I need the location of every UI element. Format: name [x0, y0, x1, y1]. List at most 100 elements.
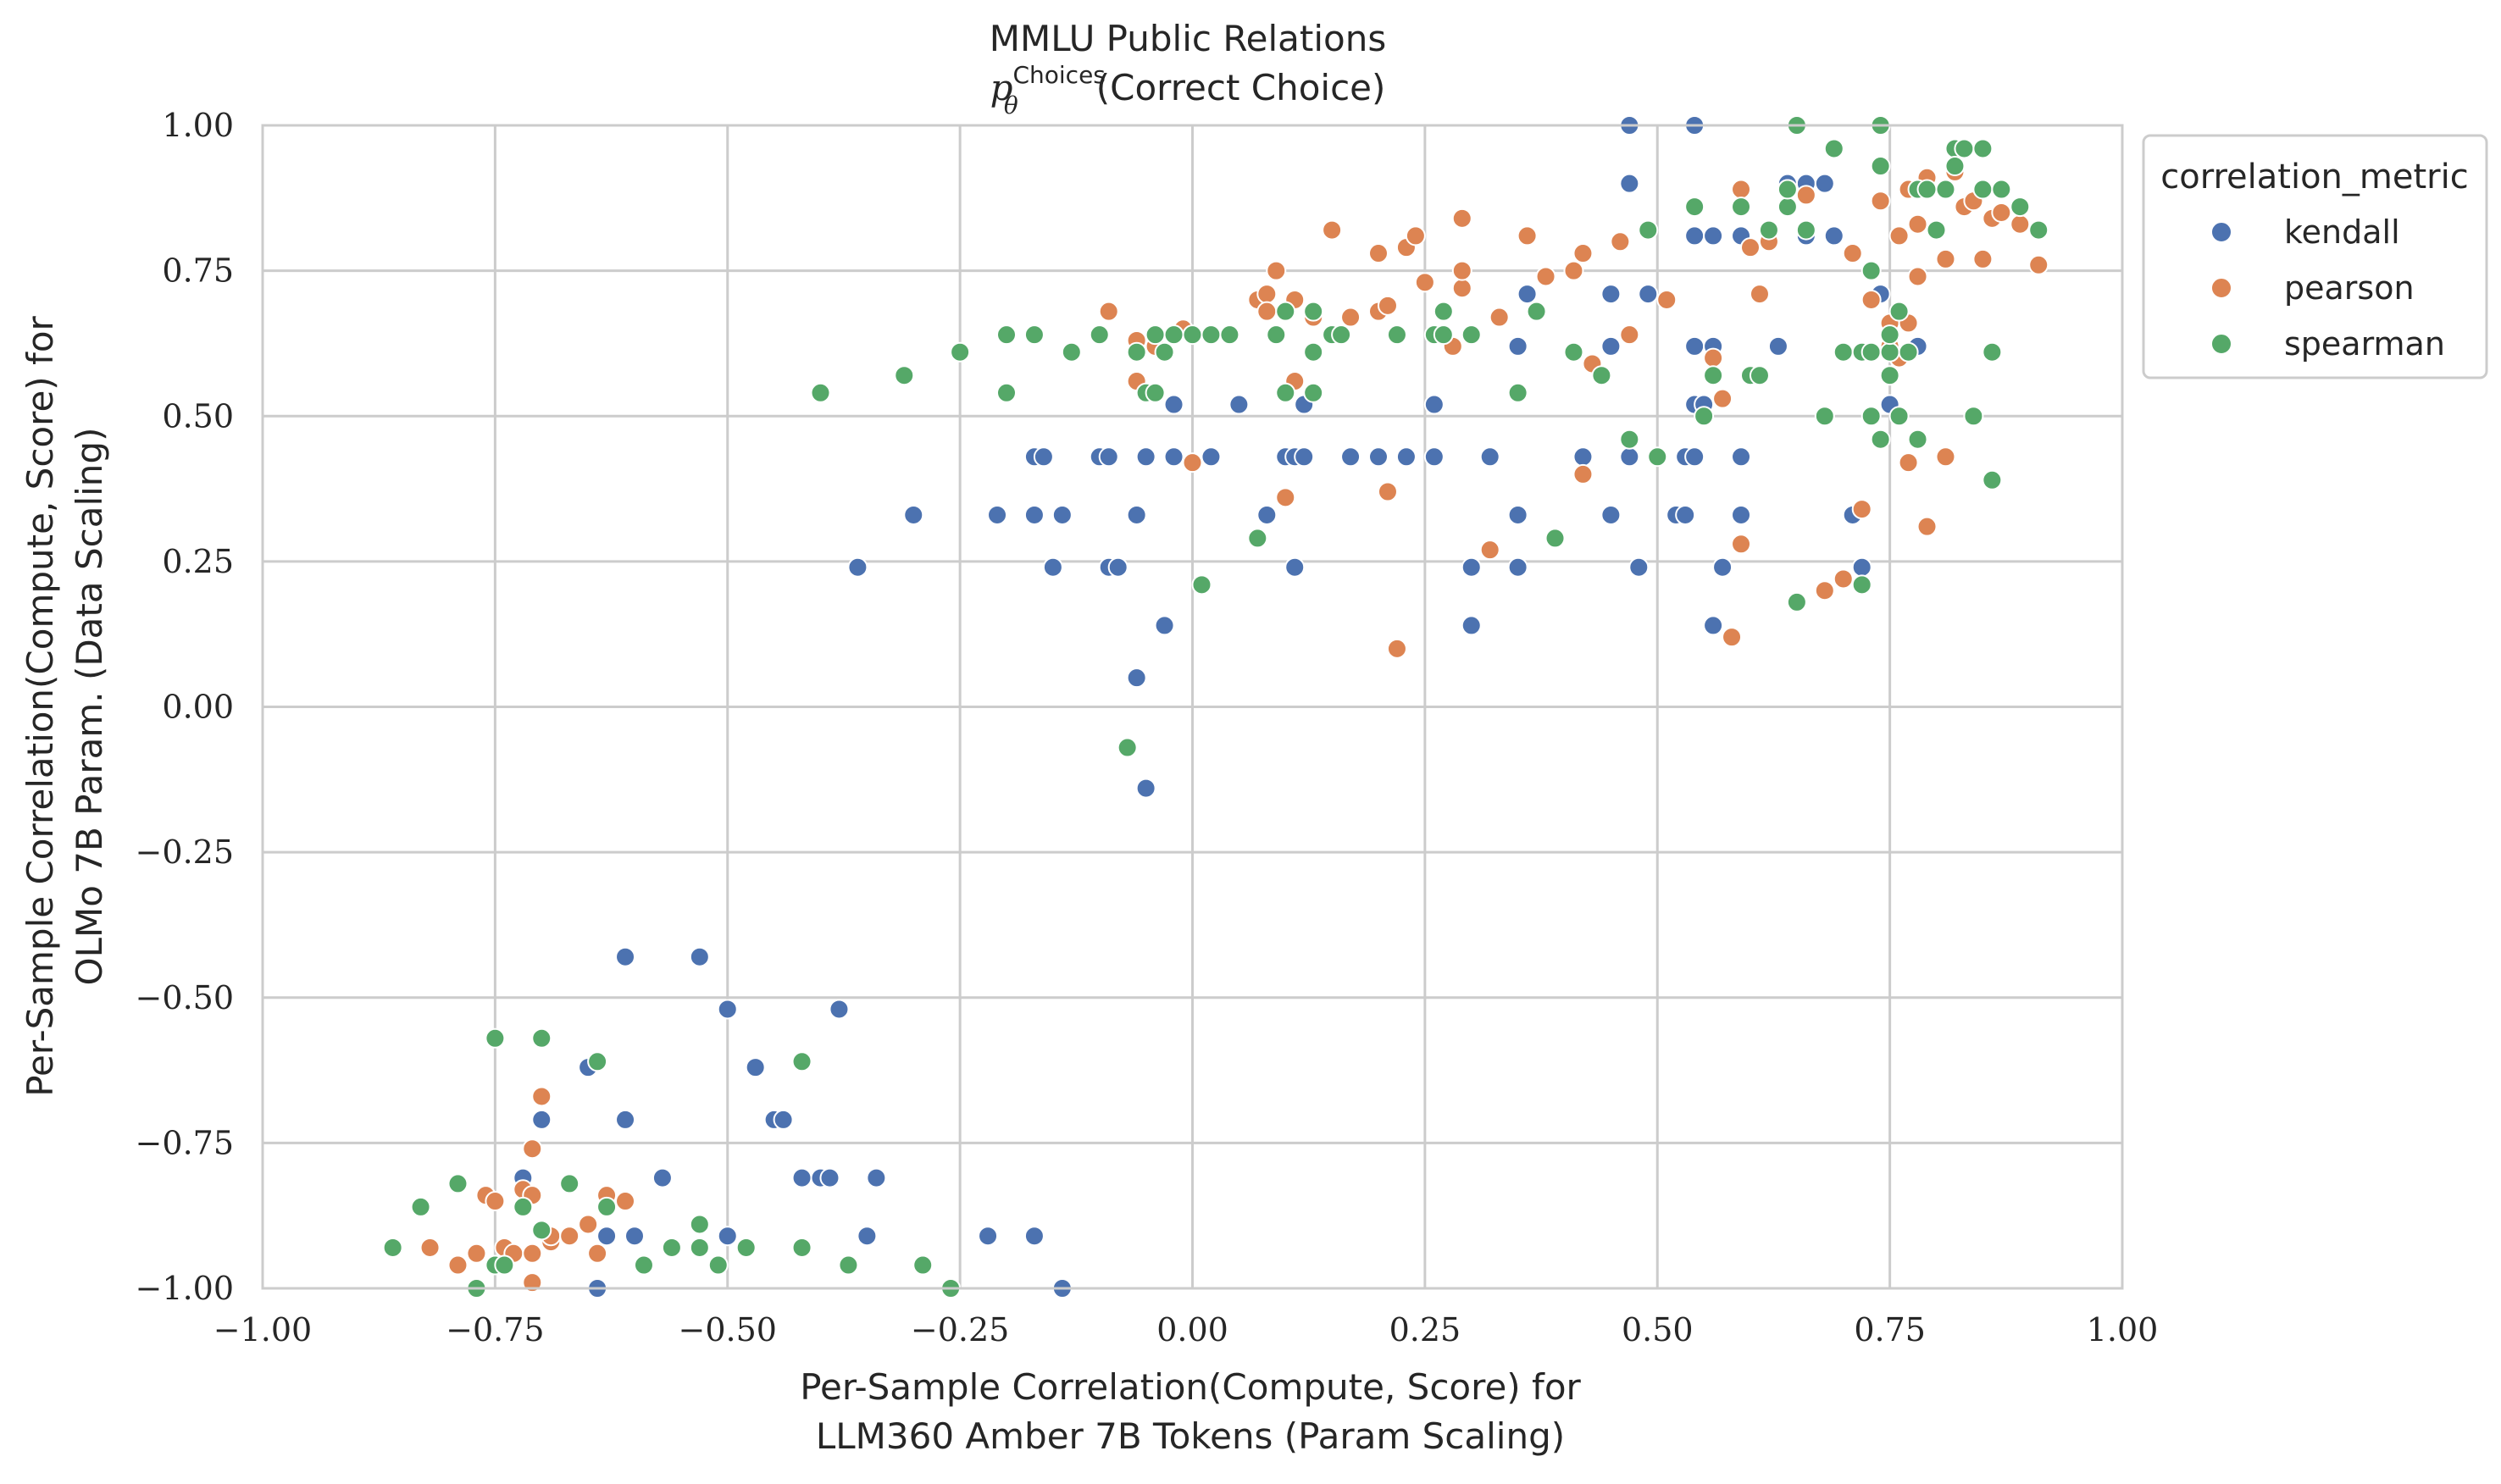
point-spearman — [1619, 429, 1640, 450]
subtitle-subscript: θ — [1004, 91, 1018, 119]
point-spearman — [1879, 341, 1900, 363]
point-kendall — [1201, 446, 1222, 468]
point-kendall — [1423, 394, 1445, 415]
point-pearson — [1619, 324, 1640, 346]
y-tick-label: 0.50 — [162, 397, 234, 435]
point-kendall — [1126, 667, 1147, 689]
point-spearman — [1879, 324, 1900, 346]
point-kendall — [1619, 173, 1640, 194]
subtitle-symbol: p — [990, 67, 1013, 108]
point-spearman — [1907, 429, 1928, 450]
chart-subtitle: pChoices θ (Correct Choice) — [990, 61, 1386, 119]
point-kendall — [689, 946, 710, 967]
point-kendall — [1619, 446, 1640, 468]
point-pearson — [1795, 185, 1816, 206]
legend-label-kendall: kendall — [2284, 213, 2400, 251]
point-kendall — [829, 999, 850, 1020]
x-tick-label: 0.00 — [1156, 1311, 1228, 1348]
point-spearman — [1851, 574, 1872, 595]
y-tick-label: −0.75 — [136, 1124, 234, 1161]
x-tick-label: −0.75 — [446, 1311, 544, 1348]
x-tick-label: 1.00 — [2087, 1311, 2159, 1348]
point-spearman — [1461, 324, 1482, 346]
point-spearman — [1275, 301, 1296, 322]
point-spearman — [1526, 301, 1547, 322]
x-tick-label: −0.25 — [911, 1311, 1009, 1348]
legend-marker-kendall — [2210, 221, 2232, 243]
point-pearson — [1563, 260, 1584, 281]
point-spearman — [382, 1237, 403, 1258]
y-axis-label-line1: Per-Sample Correlation(Compute, Score) f… — [19, 315, 61, 1096]
point-spearman — [1266, 324, 1287, 346]
point-spearman — [1145, 382, 1166, 403]
point-kendall — [717, 1226, 738, 1247]
point-pearson — [578, 1214, 599, 1235]
point-spearman — [1433, 301, 1454, 322]
point-kendall — [1033, 446, 1054, 468]
point-spearman — [1684, 197, 1705, 218]
point-pearson — [615, 1191, 636, 1212]
x-axis-label-line2: LLM360 Amber 7B Tokens (Param Scaling) — [816, 1415, 1565, 1457]
legend-label-spearman: spearman — [2284, 325, 2445, 363]
point-pearson — [1451, 208, 1472, 229]
point-kendall — [1368, 446, 1389, 468]
point-spearman — [1182, 324, 1203, 346]
point-spearman — [1591, 365, 1612, 386]
point-spearman — [1201, 324, 1222, 346]
point-spearman — [513, 1196, 534, 1217]
point-spearman — [1954, 138, 1975, 159]
point-kendall — [615, 946, 636, 967]
point-kendall — [1600, 335, 1622, 357]
point-pearson — [1851, 499, 1872, 520]
point-kendall — [1051, 504, 1073, 525]
legend: correlation_metric kendall pearson spearma… — [2142, 134, 2488, 379]
point-pearson — [1888, 225, 1910, 246]
y-tick-label: 0.00 — [162, 689, 234, 726]
point-pearson — [1256, 301, 1278, 322]
point-pearson — [419, 1237, 441, 1258]
grid-lines — [261, 124, 2124, 1290]
point-spearman — [596, 1196, 618, 1217]
point-spearman — [2010, 197, 2031, 218]
y-axis-label-line2: OLMo 7B Param. (Data Scaling) — [69, 428, 110, 986]
x-axis-label-line1: Per-Sample Correlation(Compute, Score) f… — [800, 1366, 1581, 1408]
point-spearman — [1926, 219, 1947, 241]
point-pearson — [522, 1138, 543, 1160]
point-spearman — [1870, 429, 1891, 450]
point-pearson — [1266, 260, 1287, 281]
point-kendall — [745, 1057, 766, 1078]
point-pearson — [466, 1243, 487, 1264]
point-spearman — [791, 1237, 812, 1258]
point-spearman — [810, 382, 831, 403]
point-spearman — [1777, 179, 1798, 200]
point-spearman — [1860, 406, 1882, 427]
point-pearson — [1572, 463, 1594, 485]
y-tick-label: −0.50 — [136, 979, 234, 1016]
point-spearman — [1117, 737, 1138, 758]
point-spearman — [2028, 219, 2049, 241]
point-spearman — [1303, 341, 1324, 363]
point-kendall — [1638, 284, 1659, 305]
point-pearson — [447, 1254, 469, 1276]
point-pearson — [1535, 266, 1556, 287]
point-kendall — [1703, 225, 1724, 246]
point-kendall — [1479, 446, 1500, 468]
point-pearson — [522, 1243, 543, 1264]
point-spearman — [531, 1220, 552, 1241]
x-tick-label: 0.50 — [1622, 1311, 1694, 1348]
point-spearman — [1823, 138, 1844, 159]
x-tick-label: −1.00 — [214, 1311, 312, 1348]
point-spearman — [912, 1254, 934, 1276]
x-tick-label: 0.25 — [1389, 1311, 1461, 1348]
plot-area — [261, 115, 2124, 1298]
point-spearman — [1433, 324, 1454, 346]
point-pearson — [1833, 568, 1854, 590]
legend-label-pearson: pearson — [2284, 269, 2415, 307]
point-pearson — [1712, 388, 1733, 409]
point-spearman — [1944, 156, 1966, 177]
point-spearman — [1777, 197, 1798, 218]
point-kendall — [1461, 615, 1482, 636]
y-tick-label: −0.25 — [136, 833, 234, 871]
point-spearman — [1888, 406, 1910, 427]
